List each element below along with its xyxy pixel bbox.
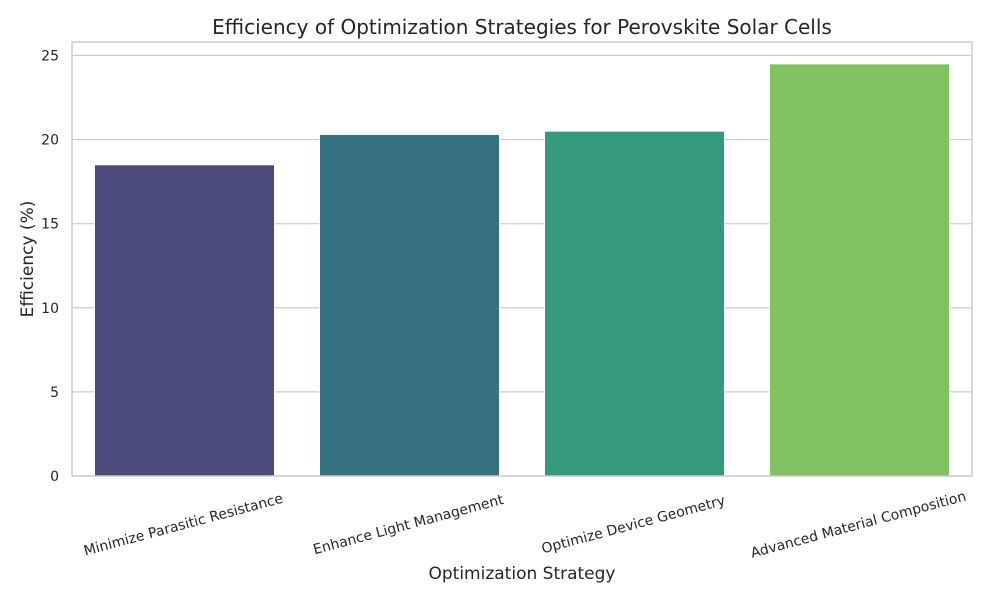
bar-3 <box>544 130 725 477</box>
y-tick-label: 20 <box>41 133 59 149</box>
plot-frame <box>71 41 973 477</box>
bar-1 <box>94 164 275 477</box>
bars <box>94 63 950 477</box>
x-axis-label: Optimization Strategy <box>429 564 616 584</box>
y-tick-label: 15 <box>41 217 59 233</box>
y-tick-label: 25 <box>41 48 59 64</box>
y-axis-label: Efficiency (%) <box>18 201 38 318</box>
bar-4 <box>769 63 950 477</box>
y-tick-labels: 0 5 10 15 20 25 <box>41 48 59 485</box>
y-tick-label: 5 <box>50 385 59 401</box>
y-tick-label: 10 <box>41 301 59 317</box>
chart-title: Efficiency of Optimization Strategies fo… <box>212 15 832 39</box>
bar-2 <box>319 134 500 477</box>
y-tick-label: 0 <box>50 469 59 485</box>
axes <box>71 41 973 477</box>
